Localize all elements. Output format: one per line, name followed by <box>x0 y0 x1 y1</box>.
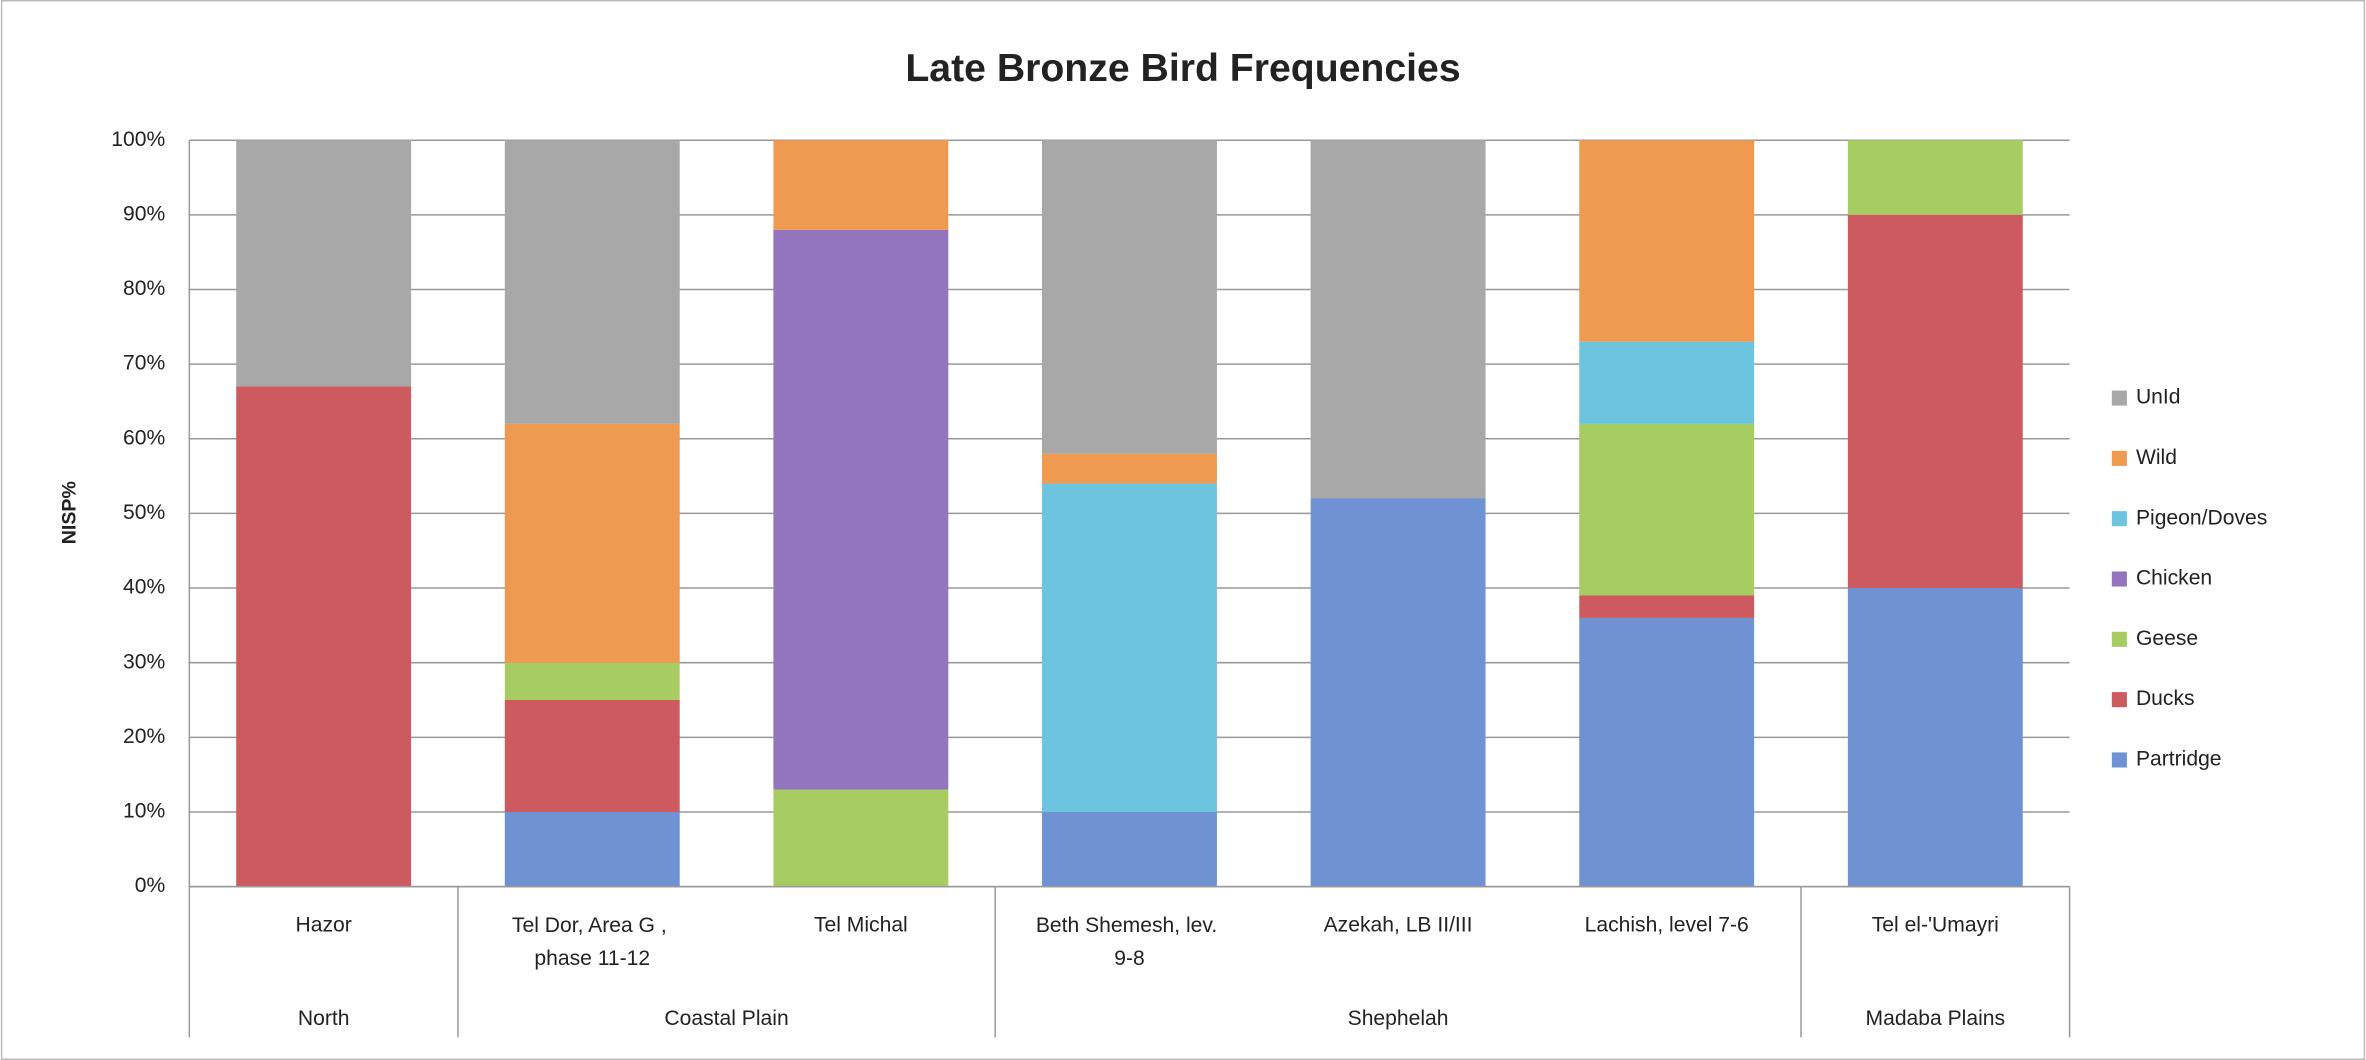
y-tick-label: 100% <box>111 128 165 151</box>
bar-segment <box>1847 214 2023 589</box>
x-tick-label: Tel Michal <box>814 913 908 936</box>
legend-label: Wild <box>2136 446 2177 469</box>
bar-segment <box>1579 595 1755 618</box>
group-label: Shephelah <box>1348 1007 1449 1030</box>
x-tick-label: Azekah, LB II/III <box>1324 913 1473 936</box>
bar-segment <box>1847 140 2023 215</box>
x-tick-label: Lachish, level 7-6 <box>1585 913 1749 936</box>
y-tick-label: 10% <box>123 800 165 823</box>
y-tick-label: 50% <box>123 501 165 524</box>
bar-segment <box>1042 811 1217 887</box>
bar-segment <box>236 140 412 387</box>
legend-swatch <box>2111 752 2127 768</box>
y-axis-title: NISP% <box>58 481 80 544</box>
y-tick-label: 0% <box>135 874 166 897</box>
bar-segment <box>1310 498 1486 887</box>
bar-segment <box>1042 140 1217 454</box>
x-tick-label: Tel el-'Umayri <box>1872 913 1999 936</box>
bar-segment <box>1579 140 1755 342</box>
y-tick-label: 90% <box>123 202 165 225</box>
y-tick-label: 60% <box>123 426 165 449</box>
legend-label: Partridge <box>2136 748 2222 771</box>
bar-segment <box>1310 140 1486 499</box>
group-label: Coastal Plain <box>664 1007 788 1030</box>
group-label: North <box>298 1007 350 1030</box>
legend-label: UnId <box>2136 386 2181 409</box>
y-tick-label: 80% <box>123 277 165 300</box>
y-tick-label: 20% <box>123 725 165 748</box>
bar-segment <box>1579 423 1755 596</box>
bar-segment <box>773 789 949 887</box>
x-tick-label: Tel Dor, Area G , phase 11-12 <box>512 913 673 969</box>
bar-segment <box>504 140 680 424</box>
y-tick-label: 70% <box>123 352 165 375</box>
bar-segment <box>504 700 680 812</box>
legend-swatch <box>2111 511 2127 527</box>
bar-segment <box>773 140 949 230</box>
legend-swatch <box>2111 450 2127 466</box>
y-tick-label: 30% <box>123 650 165 673</box>
legend-label: Ducks <box>2136 687 2195 710</box>
x-tick-label: Beth Shemesh, lev. 9-8 <box>1036 913 1223 969</box>
legend-swatch <box>2111 571 2127 587</box>
bar-segment <box>773 229 949 790</box>
x-tick-label: Hazor <box>296 913 352 936</box>
bar-segment <box>504 423 680 663</box>
bar-segment <box>236 386 412 887</box>
legend-label: Geese <box>2136 627 2198 650</box>
bar-segment <box>504 811 680 887</box>
bar-segment <box>1847 588 2023 887</box>
legend-label: Pigeon/Doves <box>2136 506 2267 529</box>
bar-segment <box>504 662 680 701</box>
y-tick-label: 40% <box>123 576 165 599</box>
legend-label: Chicken <box>2136 567 2212 590</box>
legend-swatch <box>2111 631 2127 647</box>
bar-segment <box>1579 617 1755 887</box>
bar-segment <box>1042 483 1217 812</box>
legend-swatch <box>2111 692 2127 708</box>
bar-segment <box>1579 341 1755 424</box>
group-label: Madaba Plains <box>1866 1007 2006 1030</box>
bar-segment <box>1042 453 1217 484</box>
legend-swatch <box>2111 390 2127 406</box>
chart-title: Late Bronze Bird Frequencies <box>905 47 1460 90</box>
